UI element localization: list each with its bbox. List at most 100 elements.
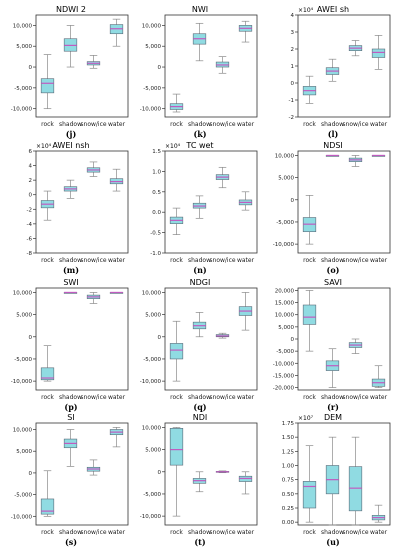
panel-l-ytick-label: 4 [291,13,295,19]
panel-s-label: (s) [65,537,77,547]
panel-k-xtick-label: snow/ice [209,121,235,128]
panel-o: NDSI (o) -10,000 -5,000 0 5,000 10,000 rock sh… [273,141,391,275]
panel-m-xtick-label: water [108,257,126,264]
panel-q-xtick-label: shadow [188,394,211,401]
box-body [371,48,386,58]
panel-u-ytick-label: 0.25 [282,506,295,512]
box-water [371,35,386,70]
panel-n-ytick-label: 1.5 [152,149,161,155]
box-body [302,304,317,325]
panel-l-ytick-label: 3 [291,30,295,36]
box-snow-ice [348,155,363,167]
box-snow-ice [348,40,363,57]
panel-j-xtick-label: shadow [59,121,82,128]
box-rock [302,194,317,245]
box-snow-ice [348,338,363,354]
panel-t-ytick-label: -10,000 [140,514,162,520]
panel-t-ytick-label: 5,000 [145,448,161,454]
panel-r-title: SAVI [324,278,342,287]
box-snow-ice [86,459,101,476]
panel-s-xtick-label: shadow [59,529,82,536]
panel-n: TC wet ×10⁴ (n) -1.0 -0.5 0.0 0.5 1.0 1.5 rock… [150,141,258,275]
panel-l-exponent: ×10⁴ [298,7,314,14]
panel-j-ytick-label: 5,000 [16,44,32,50]
panel-s-ytick-label: 10,000 [13,428,33,434]
panel-m-ytick-label: -8 [27,251,33,257]
box-shadow [192,22,207,62]
panel-n-ytick-label: -0.5 [150,231,161,237]
box-water [371,504,386,523]
panel-u-ytick-label: 0.00 [282,520,295,526]
panel-o-ytick-label: 0 [291,198,295,204]
panel-k-label: (k) [193,129,206,139]
panel-m-frame [35,150,129,254]
panel-n-label: (n) [193,265,207,275]
box-water [238,191,253,211]
panel-n-ytick-label: 0.0 [152,210,161,216]
panel-o-ytick-label: 5,000 [278,176,294,182]
panel-s-xtick-label: snow/ice [80,529,106,536]
panel-r-label: (r) [327,402,339,412]
panel-s: SI (s) -10,000 -5,000 0 5,000 10,000 rock shad… [11,413,129,547]
box-snow-ice [86,292,101,304]
panel-u-exponent: ×10⁷ [298,415,314,422]
panel-m-ytick-label: 4 [29,164,33,170]
panel-p: SWI (p) -10,000 -5,000 0 5,000 10,000 rock sha… [11,278,129,412]
box-shadow [192,312,207,338]
box-shadow [192,195,207,219]
panel-q-title: NDGI [190,278,211,287]
panel-r-ytick-label: 10,000 [275,313,295,319]
box-snow-ice [215,332,230,339]
panel-s-ytick-label: -10,000 [11,514,33,520]
panel-o-xtick-label: rock [303,257,316,264]
box-snow-ice [215,470,230,474]
panel-n-ytick-label: 1.0 [152,169,161,175]
box-shadow [325,348,340,388]
box-body [302,481,317,509]
panel-l-xtick-label: water [370,121,388,128]
panel-m-ytick-label: -4 [27,222,33,228]
box-water [109,291,124,294]
box-body [40,498,55,515]
panel-p-ytick-label: -10,000 [11,379,33,385]
panel-q-frame [164,287,258,391]
panel-q-xtick-label: rock [170,394,183,401]
panel-n-ytick-label: -1.0 [150,251,161,257]
panel-j-xtick-label: snow/ice [80,121,106,128]
panel-u-title: DEM [324,413,342,422]
panel-t-ytick-label: 10,000 [142,425,162,431]
panel-r-xtick-label: rock [303,394,316,401]
panel-j-label: (j) [66,129,77,139]
panel-u-ytick-label: 1.75 [282,421,295,427]
panel-k-xtick-label: water [237,121,255,128]
panel-k-frame [164,14,258,118]
panel-o-xtick-label: shadow [321,257,344,264]
panel-j-ytick-label: 0 [29,65,33,71]
box-rock [40,190,55,221]
panel-q-ytick-label: 0 [158,335,162,341]
panel-p-xtick-label: rock [41,394,54,401]
panel-k-ytick-label: -5,000 [143,86,161,92]
panel-q-ytick-label: 10,000 [142,290,162,296]
box-body [169,343,184,360]
box-water [109,18,124,47]
panel-l-title: AWEI sh [317,5,349,14]
panel-q-ytick-label: 5,000 [145,313,161,319]
panel-r-xtick-label: shadow [321,394,344,401]
panel-t-title: NDI [193,413,208,422]
panel-o-xtick-label: water [370,257,388,264]
panel-j-title: NDWI 2 [56,5,86,14]
panel-p-frame [35,287,129,391]
panel-l-frame [297,14,391,118]
panel-l-ytick-label: -2 [289,115,294,121]
box-rock [40,54,55,110]
box-water [371,365,386,388]
panel-m-label: (m) [63,265,79,275]
panel-k-xtick-label: shadow [188,121,211,128]
panel-j-xtick-label: rock [41,121,54,128]
panel-n-exponent: ×10⁴ [165,143,181,150]
box-shadow [63,25,78,68]
panel-q-xtick-label: snow/ice [209,394,235,401]
panel-m-xtick-label: shadow [59,257,82,264]
panel-s-ytick-label: -5,000 [14,493,32,499]
